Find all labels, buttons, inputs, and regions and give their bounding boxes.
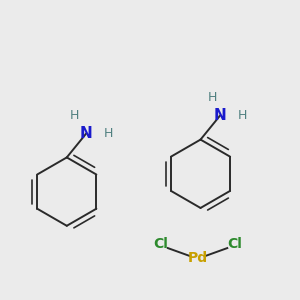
Text: Cl: Cl (153, 237, 168, 250)
Text: H: H (208, 92, 217, 104)
Text: Pd: Pd (188, 251, 208, 266)
Text: H: H (104, 127, 113, 140)
Text: H: H (238, 109, 247, 122)
Text: N: N (80, 126, 92, 141)
Text: Cl: Cl (227, 237, 242, 250)
Text: N: N (214, 108, 226, 123)
Text: H: H (70, 109, 79, 122)
